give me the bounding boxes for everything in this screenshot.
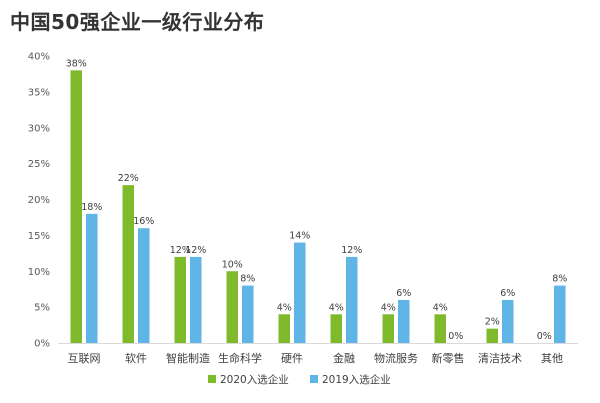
bar-series-2020 — [278, 314, 290, 343]
data-label: 10% — [222, 259, 243, 270]
data-label: 0% — [537, 331, 552, 342]
bar-series-2019 — [86, 213, 98, 343]
x-tick-label: 硬件 — [281, 352, 303, 365]
y-tick-label: 25% — [28, 159, 50, 170]
bar-series-2020 — [330, 314, 342, 343]
data-label: 6% — [500, 288, 515, 299]
data-label: 4% — [277, 302, 292, 313]
data-label: 12% — [170, 245, 191, 256]
bar-series-2019 — [554, 285, 566, 343]
legend-swatch — [310, 375, 318, 383]
bar-series-2019 — [294, 242, 306, 343]
y-tick-label: 40% — [28, 52, 50, 63]
data-label: 2% — [485, 317, 500, 328]
bar-series-2020 — [434, 314, 446, 343]
y-tick-label: 20% — [28, 195, 50, 206]
x-tick-label: 新零售 — [432, 351, 465, 365]
x-tick-label: 金融 — [333, 351, 355, 365]
x-tick-label: 物流服务 — [374, 351, 418, 365]
legend-item-2020: 2020入选企业 — [208, 373, 289, 386]
x-tick-label: 软件 — [125, 351, 147, 365]
data-label: 4% — [329, 302, 344, 313]
bar-series-2020 — [486, 328, 498, 343]
data-label: 4% — [381, 302, 396, 313]
x-tick-label: 互联网 — [68, 352, 101, 365]
data-label: 22% — [118, 173, 139, 184]
data-label: 18% — [81, 202, 102, 213]
y-tick-label: 10% — [28, 267, 50, 278]
legend: 2020入选企业 2019入选企业 — [208, 373, 391, 386]
y-tick-label: 0% — [34, 339, 50, 350]
bar-series-2020 — [70, 70, 82, 343]
bars — [70, 70, 566, 343]
data-label: 14% — [289, 231, 310, 242]
legend-label: 2019入选企业 — [322, 373, 391, 386]
x-tick-label: 其他 — [541, 352, 563, 365]
x-tick-label: 生命科学 — [218, 351, 262, 365]
y-tick-label: 30% — [28, 123, 50, 134]
data-label: 0% — [448, 331, 463, 342]
data-label: 8% — [552, 274, 567, 285]
x-axis: 互联网 软件 智能制造 生命科学 硬件 金融 物流服务 新零售 清洁技术 其他 — [58, 343, 578, 365]
bar-series-2019 — [242, 285, 254, 343]
data-label: 12% — [341, 245, 362, 256]
y-tick-label: 15% — [28, 231, 50, 242]
y-axis: 0% 5% 10% 15% 20% 25% 30% 35% 40% — [28, 52, 50, 350]
y-tick-label: 5% — [34, 303, 50, 314]
legend-swatch — [208, 375, 216, 383]
bar-series-2020 — [226, 271, 238, 343]
data-labels: 38%18%22%16%12%12%10%8%4%14%4%12%4%6%4%0… — [66, 58, 568, 342]
data-label: 16% — [133, 216, 154, 227]
data-label: 12% — [185, 245, 206, 256]
bar-series-2019 — [398, 299, 410, 343]
chart-title: 中国50强企业一级行业分布 — [10, 10, 265, 34]
bar-series-2019 — [138, 228, 150, 343]
legend-label: 2020入选企业 — [220, 373, 289, 386]
bar-series-2020 — [122, 185, 134, 343]
x-tick-label: 清洁技术 — [478, 352, 522, 365]
bar-series-2020 — [382, 314, 394, 343]
x-tick-label: 智能制造 — [166, 351, 210, 365]
legend-item-2019: 2019入选企业 — [310, 373, 391, 386]
y-tick-label: 35% — [28, 87, 50, 98]
data-label: 8% — [240, 274, 255, 285]
bar-series-2019 — [190, 256, 202, 343]
bar-series-2020 — [174, 256, 186, 343]
data-label: 4% — [433, 302, 448, 313]
bar-series-2019 — [346, 256, 358, 343]
data-label: 38% — [66, 58, 87, 69]
bar-series-2019 — [502, 299, 514, 343]
data-label: 6% — [396, 288, 411, 299]
